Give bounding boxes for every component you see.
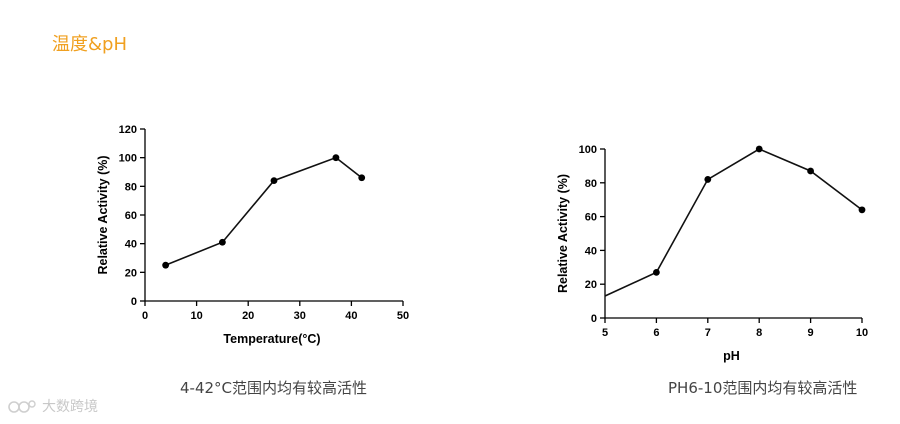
x-tick-label: 6: [653, 327, 659, 339]
section-title: 温度&pH: [52, 34, 127, 55]
temperature-caption: 4-42°C范围内均有较高活性: [180, 379, 368, 397]
data-point: [162, 261, 170, 269]
data-point: [653, 268, 660, 276]
data-point: [704, 176, 712, 183]
watermark-text: 大数跨境: [42, 399, 98, 415]
x-tick-label: 50: [397, 310, 409, 322]
ph-caption: PH6-10范围内均有较高活性: [668, 379, 858, 397]
chart-1-group: 0 20 40 60 80 100 5 6 7 8 9 10 pH Relative Activity (…: [556, 144, 868, 363]
y-axis-title: Relative Activity (%): [96, 155, 110, 274]
data-point: [219, 238, 226, 246]
x-tick-label: 10: [190, 310, 202, 322]
y-tick-label: 0: [131, 296, 137, 308]
x-tick-label: 20: [242, 310, 254, 322]
x-axis-title: Temperature(°C): [223, 332, 320, 346]
series-line: [604, 148, 863, 297]
x-tick-label: 30: [294, 310, 306, 322]
y-tick-label: 120: [119, 124, 137, 136]
y-tick-label: 40: [585, 245, 597, 257]
x-axis-title: pH: [723, 349, 740, 363]
x-tick-label: 8: [756, 327, 762, 339]
y-tick-label: 40: [125, 239, 137, 251]
x-tick-label: 10: [856, 327, 868, 339]
watermark-logo-icon: [8, 400, 36, 413]
y-tick-label: 100: [579, 144, 597, 156]
x-tick-label: 5: [602, 327, 608, 339]
y-tick-label: 80: [125, 181, 137, 193]
y-tick-label: 80: [585, 178, 597, 190]
data-point: [807, 167, 814, 175]
x-tick-label: 7: [705, 327, 711, 339]
x-tick-label: 40: [345, 310, 357, 322]
data-point: [332, 154, 340, 162]
y-tick-label: 20: [585, 279, 597, 291]
data-point: [270, 177, 278, 185]
data-point: [755, 145, 763, 153]
y-axis-title: Relative Activity (%): [556, 174, 570, 293]
chart-0-group: 0 20 40 60 80 100 120 0 10 20 30 40 50 Temperature(°C…: [96, 124, 409, 346]
data-point: [858, 206, 866, 214]
y-tick-label: 60: [125, 210, 137, 222]
data-point: [358, 174, 366, 182]
x-tick-label: 0: [142, 310, 148, 322]
y-tick-label: 100: [119, 153, 137, 165]
y-tick-label: 20: [125, 267, 137, 279]
x-tick-label: 9: [808, 327, 814, 339]
y-tick-label: 60: [585, 212, 597, 224]
y-tick-label: 0: [591, 313, 597, 325]
watermark: 大数跨境: [8, 396, 98, 416]
